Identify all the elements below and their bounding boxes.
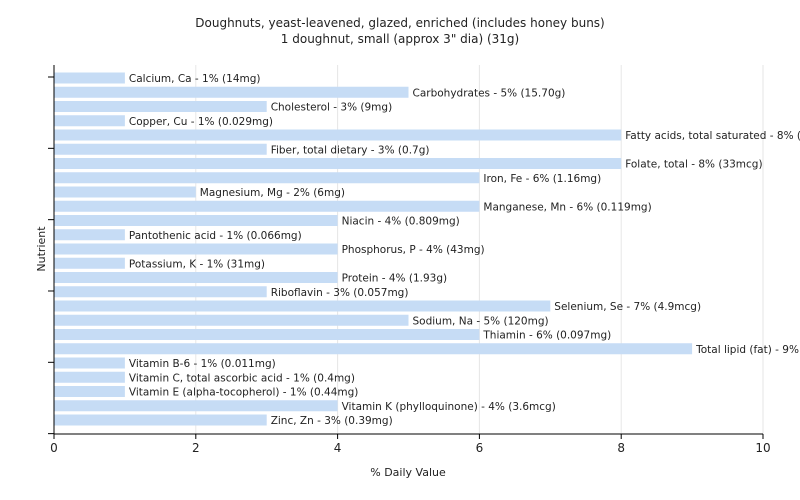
bar — [54, 129, 622, 141]
bar-label: Carbohydrates - 5% (15.70g) — [413, 87, 566, 99]
axes: 0 2 4 6 8 10 — [48, 65, 771, 455]
bar — [54, 371, 125, 383]
bar — [54, 229, 125, 241]
bar — [54, 257, 125, 269]
bar — [54, 386, 125, 397]
bar — [54, 400, 338, 412]
bar — [54, 186, 196, 198]
bar-label: Total lipid (fat) - 9% (5.92g) — [695, 344, 800, 356]
x-axis-label: % Daily Value — [370, 466, 446, 479]
bar-label: Fatty acids, total saturated - 8% (1.686… — [625, 130, 800, 142]
bar — [54, 86, 409, 98]
bars — [54, 72, 693, 426]
bar-label: Vitamin B-6 - 1% (0.011mg) — [129, 358, 276, 370]
x-tick-label: 6 — [476, 441, 484, 455]
bar — [54, 272, 338, 283]
bar-label: Pantothenic acid - 1% (0.066mg) — [129, 230, 302, 242]
bar-label: Vitamin E (alpha-tocopherol) - 1% (0.44m… — [129, 387, 359, 399]
x-tick-label: 4 — [334, 441, 342, 455]
bar-label: Iron, Fe - 6% (1.16mg) — [483, 173, 601, 185]
x-tick-label: 0 — [50, 441, 58, 455]
bar — [54, 101, 267, 112]
bar-label: Potassium, K - 1% (31mg) — [129, 258, 265, 270]
x-tick-label: 2 — [192, 441, 200, 455]
bar-label: Selenium, Se - 7% (4.9mcg) — [554, 301, 701, 313]
bar-label: Folate, total - 8% (33mcg) — [625, 159, 762, 171]
bar-label: Vitamin C, total ascorbic acid - 1% (0.4… — [129, 372, 355, 384]
bar-labels: Calcium, Ca - 1% (14mg) Carbohydrates - 5… — [129, 73, 800, 427]
bar — [54, 215, 338, 226]
bar — [54, 300, 551, 312]
chart-title: Doughnuts, yeast-leavened, glazed, enric… — [195, 16, 605, 30]
bar-label: Cholesterol - 3% (9mg) — [271, 102, 393, 114]
bar-label: Riboflavin - 3% (0.057mg) — [271, 287, 409, 299]
bar-label: Protein - 4% (1.93g) — [342, 273, 448, 285]
bar-label: Vitamin K (phylloquinone) - 4% (3.6mcg) — [342, 401, 556, 413]
chart-subtitle: 1 doughnut, small (approx 3" dia) (31g) — [280, 32, 520, 46]
bar-label: Calcium, Ca - 1% (14mg) — [129, 73, 261, 85]
bar-label: Copper, Cu - 1% (0.029mg) — [129, 116, 273, 128]
bar-label: Fiber, total dietary - 3% (0.7g) — [271, 144, 430, 156]
bar — [54, 143, 267, 155]
bar — [54, 314, 409, 326]
bar — [54, 243, 338, 255]
x-tick-label: 10 — [755, 441, 770, 455]
bar — [54, 158, 622, 169]
bar-label: Magnesium, Mg - 2% (6mg) — [200, 187, 345, 199]
x-tick-label: 8 — [617, 441, 625, 455]
bar — [54, 72, 125, 84]
bar — [54, 357, 125, 369]
bar-label: Phosphorus, P - 4% (43mg) — [342, 244, 485, 256]
bar-label: Niacin - 4% (0.809mg) — [342, 216, 460, 228]
bar-label: Sodium, Na - 5% (120mg) — [413, 315, 549, 327]
bar-label: Zinc, Zn - 3% (0.39mg) — [271, 415, 393, 427]
bar — [54, 414, 267, 426]
bar — [54, 200, 480, 212]
bar — [54, 115, 125, 127]
bar — [54, 329, 480, 340]
bar-label: Manganese, Mn - 6% (0.119mg) — [483, 201, 651, 213]
bar-label: Thiamin - 6% (0.097mg) — [482, 330, 611, 342]
bar — [54, 172, 480, 184]
y-axis-label: Nutrient — [35, 226, 48, 272]
bar — [54, 343, 693, 355]
bar — [54, 286, 267, 298]
